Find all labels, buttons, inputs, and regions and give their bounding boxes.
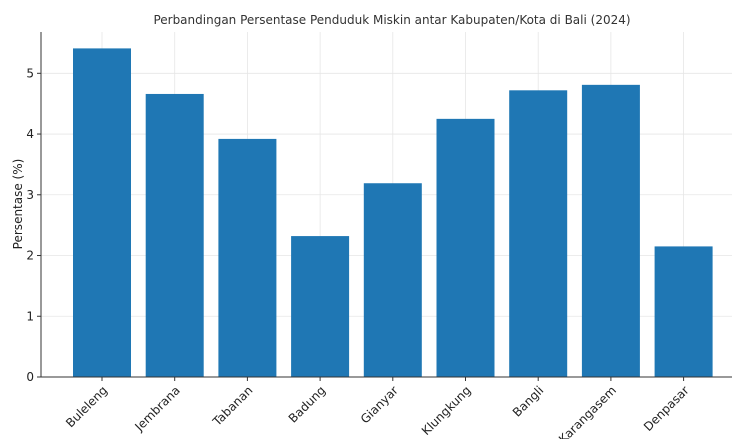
x-tick-label: Bangli	[510, 383, 546, 419]
bar	[654, 246, 713, 377]
x-tick-label: Karangasem	[556, 383, 619, 439]
y-tick-label: 1	[26, 309, 34, 323]
y-tick-label: 2	[26, 249, 34, 263]
bars	[73, 48, 713, 377]
y-tick-label: 5	[26, 66, 34, 80]
bar	[145, 93, 204, 377]
bar	[509, 90, 568, 377]
y-axis-ticks: 0 1 2 3 4 5	[26, 66, 41, 384]
x-tick-label: Klungkung	[419, 383, 474, 438]
bar	[291, 236, 350, 377]
axes	[40, 32, 732, 378]
x-tick-label: Gianyar	[358, 383, 401, 426]
y-axis-label: Persentase (%)	[11, 159, 25, 250]
bar	[436, 118, 495, 377]
x-tick-label: Jembrana	[132, 383, 183, 434]
chart-title: Perbandingan Persentase Penduduk Miskin …	[153, 13, 630, 27]
x-tick-label: Tabanan	[209, 383, 255, 429]
y-tick-label: 3	[26, 188, 34, 202]
y-tick-label: 4	[26, 127, 34, 141]
bar	[581, 84, 640, 377]
x-tick-label: Badung	[286, 383, 328, 425]
x-axis-ticks: Buleleng Jembrana Tabanan Badung Gianyar Klun…	[63, 377, 692, 439]
x-tick-label: Denpasar	[641, 383, 692, 434]
x-tick-label: Buleleng	[63, 383, 110, 430]
bar	[218, 138, 277, 377]
bar	[363, 183, 422, 377]
bar	[73, 48, 131, 377]
y-tick-label: 0	[26, 370, 34, 384]
